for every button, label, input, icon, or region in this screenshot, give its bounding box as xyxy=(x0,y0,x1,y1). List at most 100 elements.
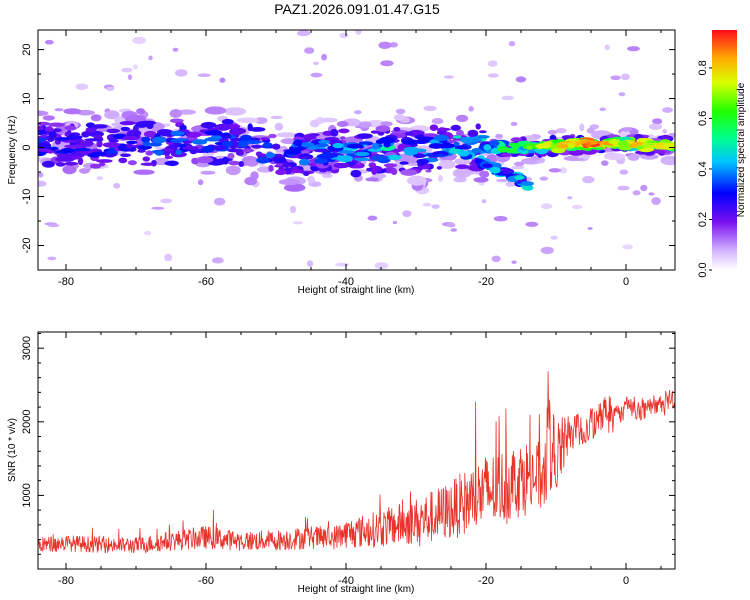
spectrogram-cell xyxy=(497,146,510,153)
spectrogram-cell xyxy=(177,109,196,115)
spectrogram-cell xyxy=(400,169,418,176)
spectrogram-cell xyxy=(260,137,270,141)
spectrogram-cell xyxy=(648,192,655,196)
spectrogram-cell xyxy=(520,181,534,187)
spectrogram-cell xyxy=(354,151,370,157)
spectrogram-cell xyxy=(309,119,320,128)
spectrogram-cell xyxy=(161,148,174,152)
spectrogram-cell xyxy=(275,169,287,176)
spectrogram-cell xyxy=(169,109,182,118)
spectrogram-cell xyxy=(370,130,379,134)
spectrogram-cell xyxy=(456,114,469,123)
spectrogram-cell xyxy=(483,144,492,151)
spectrogram-cell xyxy=(423,105,437,112)
spectrogram-cell xyxy=(299,158,310,166)
x-tick-label: -40 xyxy=(338,276,354,288)
spectrogram-cell xyxy=(221,118,234,125)
spectrogram-cell xyxy=(368,162,377,169)
spectrogram-cell xyxy=(539,176,549,181)
spectrogram-cell xyxy=(514,175,525,180)
spectrogram-cell xyxy=(604,153,626,161)
spectrogram-cell xyxy=(186,131,202,136)
spectrogram-cell xyxy=(332,142,344,149)
spectrogram-cell xyxy=(477,135,490,139)
spectrogram-cell xyxy=(119,121,136,126)
spectrogram-cell xyxy=(346,143,364,149)
spectrogram-cell xyxy=(408,156,418,164)
spectrogram-cell xyxy=(75,83,89,90)
spectrogram-cell xyxy=(320,117,338,123)
spectrogram-cell xyxy=(238,161,244,167)
spectrogram-cell xyxy=(83,140,94,147)
spectrogram-cell xyxy=(213,145,227,151)
spectrogram-cell xyxy=(620,127,633,132)
spectrogram-cell xyxy=(63,108,82,115)
spectrogram-cell xyxy=(495,133,504,139)
spectrogram-cell xyxy=(133,64,138,70)
spectrogram-panel: -80 -60 -40 -20 0 -20 -10 0 10 20 Height of stra… xyxy=(7,29,676,296)
spectrogram-cell xyxy=(436,166,442,170)
spectrogram-cell xyxy=(227,152,235,160)
spectrogram-cell xyxy=(201,145,215,153)
spectrogram-cell xyxy=(336,121,349,127)
spectrogram-cell xyxy=(137,145,153,150)
spectrogram-cell xyxy=(106,128,120,134)
spectrogram-cell xyxy=(606,134,620,138)
spectrogram-cell xyxy=(235,150,244,156)
spectrogram-cell xyxy=(585,141,592,148)
spectrogram-cell xyxy=(78,168,90,174)
y-tick-label: 3000 xyxy=(21,336,33,360)
spectrogram-cell xyxy=(662,129,667,134)
spectrogram-cell xyxy=(127,160,137,166)
spectrogram-content xyxy=(38,30,675,270)
spectrogram-cell xyxy=(413,153,427,158)
spectrogram-cell xyxy=(244,176,258,186)
spectrogram-cell xyxy=(620,73,630,81)
spectrogram-cell xyxy=(493,215,508,222)
spectrogram-cell xyxy=(582,175,595,184)
y-tick-label: 1000 xyxy=(21,483,33,507)
spectrogram-cell xyxy=(68,133,77,141)
spectrogram-cell xyxy=(106,86,115,92)
spectrogram-cell xyxy=(144,230,152,236)
spectrogram-cell xyxy=(390,168,398,175)
spectrogram-cell xyxy=(224,135,232,139)
spectrogram-cell xyxy=(548,168,562,173)
spectrogram-cell xyxy=(137,149,146,153)
spectrogram-cell xyxy=(55,162,66,167)
spectrogram-cell xyxy=(64,144,78,148)
spectrogram-cell xyxy=(405,131,413,136)
spectrogram-cell xyxy=(182,146,199,150)
colorbar-label: Normalized spectral amplitude xyxy=(736,82,747,217)
spectrogram-cell xyxy=(640,184,648,192)
spectrogram-cell xyxy=(64,161,79,166)
spectrogram-cell xyxy=(140,162,156,166)
x-tick-label: -20 xyxy=(478,575,494,587)
spectrogram-cell xyxy=(81,131,90,138)
spectrogram-cell xyxy=(170,130,185,137)
spectrogram-cell xyxy=(401,139,420,145)
spectrogram-x-label: Height of straight line (km) xyxy=(298,285,415,296)
spectrogram-cell xyxy=(467,129,479,138)
colorbar-scale xyxy=(712,30,737,270)
spectrogram-cell xyxy=(122,135,140,141)
spectrogram-cell xyxy=(468,106,474,112)
spectrogram-cell xyxy=(386,154,402,160)
spectrogram-cell xyxy=(136,108,146,115)
spectrogram-cell xyxy=(141,136,151,143)
snr-y-label: SNR (10 * v/v) xyxy=(7,418,18,482)
spectrogram-cell xyxy=(322,173,333,178)
spectrogram-cell xyxy=(335,262,349,267)
spectrogram-cell xyxy=(307,176,315,183)
spectrogram-cell xyxy=(393,114,405,121)
spectrogram-cell xyxy=(395,108,406,115)
spectrogram-cell xyxy=(482,163,493,168)
spectrogram-cell xyxy=(618,92,626,97)
spectrogram-cell xyxy=(399,161,409,165)
spectrogram-cell xyxy=(314,148,329,153)
spectrogram-cell xyxy=(254,117,268,124)
spectrogram-cell xyxy=(314,158,328,164)
spectrogram-cell xyxy=(403,146,420,154)
spectrogram-cell xyxy=(251,144,263,149)
spectrogram-cell xyxy=(65,153,83,157)
